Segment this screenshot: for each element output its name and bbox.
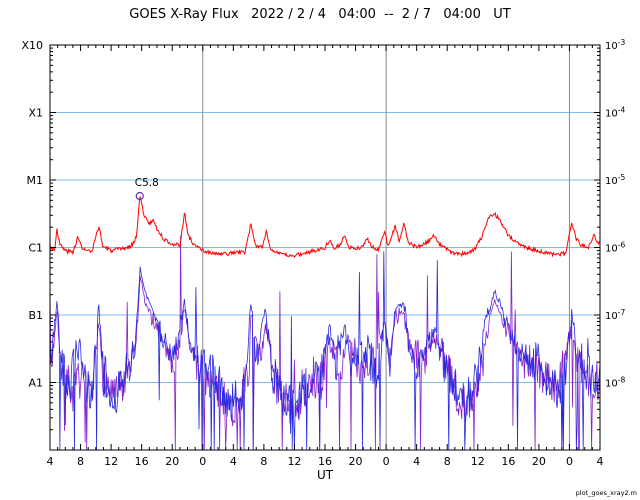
x-tick-label: 4 xyxy=(413,455,420,468)
x-axis-title: UT xyxy=(317,468,334,482)
flux-class-label: B1 xyxy=(28,309,43,322)
flux-exponent-label: 10-6 xyxy=(605,241,625,255)
x-tick-label: 12 xyxy=(471,455,485,468)
x-tick-label: 12 xyxy=(287,455,301,468)
flux-class-label: A1 xyxy=(28,377,43,390)
x-tick-label: 16 xyxy=(318,455,332,468)
flux-class-label: X1 xyxy=(28,107,43,120)
x-tick-label: 0 xyxy=(566,455,573,468)
axis-labels-layer: 4 8 12 16 20 0 4 8 12 16 20 0 4 8 12 16 20 0 4 X10 X1 M1 C1 B1 A… xyxy=(21,38,625,468)
flux-exponent-label: 10-7 xyxy=(605,308,625,322)
x-tick-label: 16 xyxy=(135,455,149,468)
x-tick-label: 0 xyxy=(199,455,206,468)
x-tick-label: 20 xyxy=(349,455,363,468)
flux-class-label: C1 xyxy=(28,242,43,255)
flux-class-label: M1 xyxy=(27,174,44,187)
flux-exponent-label: 10-5 xyxy=(605,173,625,187)
flux-exponent-label: 10-8 xyxy=(605,376,625,390)
x-tick-label: 0 xyxy=(383,455,390,468)
x-tick-label: 8 xyxy=(444,455,451,468)
watermark-text: plot_goes_xray2.m xyxy=(576,489,637,497)
series-xray-short xyxy=(49,251,601,451)
x-tick-label: 20 xyxy=(532,455,546,468)
data-series-layer xyxy=(49,195,601,451)
x-tick-label: 4 xyxy=(47,455,54,468)
x-tick-label: 8 xyxy=(77,455,84,468)
plot-frame xyxy=(49,44,601,451)
gridlines-layer xyxy=(50,45,600,450)
x-tick-label: 16 xyxy=(501,455,515,468)
chart-title: GOES X-Ray Flux 2022 / 2 / 4 04:00 -- 2 … xyxy=(129,7,511,22)
flux-class-label: X10 xyxy=(21,39,43,52)
x-tick-label: 12 xyxy=(104,455,118,468)
flux-exponent-label: 10-4 xyxy=(605,106,625,120)
flare-annotation-label: C5.8 xyxy=(135,177,159,189)
x-tick-label: 4 xyxy=(597,455,604,468)
x-tick-label: 4 xyxy=(230,455,237,468)
flux-exponent-label: 10-3 xyxy=(605,38,625,52)
series-xray-long xyxy=(49,195,601,259)
flare-peak-marker-icon xyxy=(135,191,144,201)
x-tick-label: 8 xyxy=(260,455,267,468)
x-tick-label: 20 xyxy=(165,455,179,468)
